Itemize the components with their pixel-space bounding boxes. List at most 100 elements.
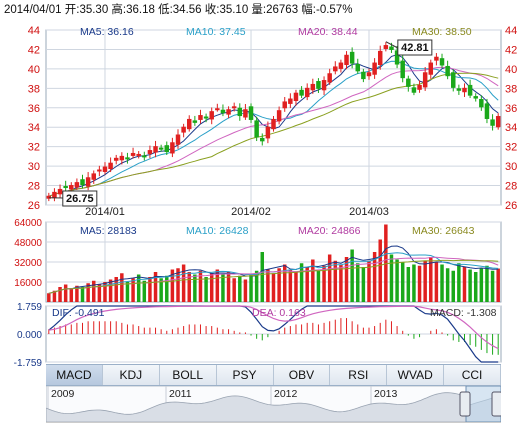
navigator-right-handle[interactable] [491,391,503,417]
candle-body [158,147,164,150]
macd-y-tick: 0.000 [17,330,42,341]
volume-bar [209,273,214,302]
macd-value-label: MACD: -1.308 [430,307,497,319]
price-y-tick-right: 38 [505,83,517,95]
volume-bar [434,262,439,302]
candle-body [299,89,304,96]
tab-boll[interactable]: BOLL [160,365,217,385]
candle-body [462,87,467,93]
candle-body [215,108,220,111]
volume-bar [462,267,467,302]
candle-body [226,109,231,115]
volume-y-tick: 48000 [14,238,42,249]
volume-bar [226,272,231,302]
volume-bar [47,293,51,302]
navigator-left-handle[interactable] [459,391,471,417]
volume-bar [125,282,130,302]
volume-ma5-line [48,245,499,294]
candle-body [192,120,198,123]
date-label: 2014/03 [349,206,389,218]
price-y-tick-left: 28 [28,181,40,193]
time-navigator[interactable]: 2009 2011 2012 2013 [45,385,503,423]
candle-body [243,109,248,118]
volume-bar [316,270,321,302]
macd-y-tick: -1.759 [14,358,43,369]
volume-bar [86,283,90,302]
price-y-tick-left: 38 [28,83,40,95]
volume-panel: 64000 48000 32000 16000 MA5: 28183 MA10: 2642… [14,218,502,303]
volume-bar [58,287,62,302]
price-y-tick-left: 44 [28,25,40,37]
volume-ma30-line [48,259,499,294]
candle-body [422,72,428,88]
high-flag-value: 42.81 [401,42,429,54]
candle-body [80,179,85,186]
navigator-year-label: 2013 [374,388,398,400]
volume-bar [423,260,427,302]
macd-dea-label: DEA: 0.163 [252,307,306,319]
tab-macd[interactable]: MACD [46,365,103,385]
candle-body [445,65,450,77]
volume-bar [406,267,411,302]
candle-body [102,166,108,172]
candle-body [377,50,383,66]
macd-y-tick: 1.759 [17,302,42,313]
candle-body [473,96,478,99]
volume-bar [75,285,79,302]
price-y-tick-left: 32 [28,142,40,154]
candle-body [57,188,63,195]
volume-bar [159,278,163,302]
date-label: 2014/02 [231,206,271,218]
tab-kdj[interactable]: KDJ [103,365,160,385]
price-y-tick-right: 40 [505,64,517,76]
price-y-tick-left: 42 [28,44,40,56]
volume-bar [372,252,377,302]
volume-bar [496,268,500,302]
tab-obv[interactable]: OBV [274,365,331,385]
candle-body [327,73,332,83]
macd-dea-line [48,305,499,350]
navigator-year-label: 2009 [51,388,75,400]
volume-bar [181,264,186,302]
volume-ma-label: MA5: 28183 [80,225,137,237]
volume-bar [136,274,141,302]
volume-bar [198,270,203,302]
volume-bar [485,265,489,302]
candle-body [417,84,422,90]
low-flag-value: 26.75 [66,193,94,205]
candle-body [383,45,389,49]
tab-psy[interactable]: PSY [217,365,274,385]
volume-bar [271,273,276,302]
volume-bar [215,269,220,302]
candle-body [69,185,74,190]
date-label: 2014/01 [85,206,125,218]
volume-bar [389,254,394,302]
candle-body [153,146,158,153]
tab-rsi[interactable]: RSI [330,365,388,385]
volume-ma-label: MA20: 24866 [298,225,361,237]
high-flag-pointer [385,41,399,49]
candle-body [451,72,456,88]
price-ma-label: MA10: 37.45 [186,26,246,38]
volume-bar [193,274,197,302]
tab-cci[interactable]: CCI [444,365,501,385]
candle-body [479,99,484,108]
candle-body [361,71,366,80]
volume-bar [187,272,191,302]
price-y-tick-right: 26 [505,200,517,212]
volume-bar [97,284,102,302]
candle-body [316,81,321,89]
tab-wvad[interactable]: WVAD [387,365,445,385]
candle-body [52,191,57,199]
volume-bar [367,260,371,302]
candle-body [394,50,400,65]
low-flag-box [62,190,98,207]
candle-body [484,103,490,119]
candle-body [91,173,96,180]
candle-body [97,169,102,172]
volume-bar [165,275,169,302]
price-ma-label: MA20: 38.44 [298,26,358,38]
volume-bar [80,287,85,302]
navigator-overview-area [45,392,502,423]
